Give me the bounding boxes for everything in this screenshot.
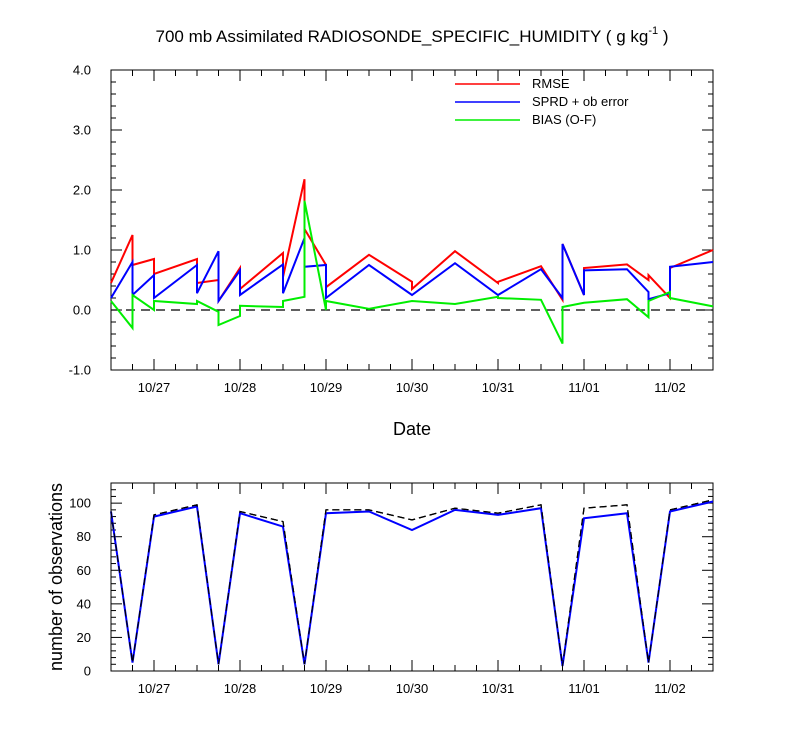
- y-tick-label: 80: [77, 529, 91, 544]
- legend: RMSE SPRD + ob error BIAS (O-F): [455, 76, 629, 127]
- y-tick-label: 40: [77, 596, 91, 611]
- x-tick-label: 10/28: [224, 380, 257, 395]
- y-axis-label-observations: number of observations: [46, 483, 66, 671]
- legend-label-rmse: RMSE: [532, 76, 570, 91]
- legend-label-bias: BIAS (O-F): [532, 112, 596, 127]
- observations-possible-line-overlay: [110, 499, 714, 667]
- x-tick-label: 11/01: [568, 380, 600, 395]
- x-tick-label: 11/02: [654, 681, 686, 696]
- x-tick-label: 11/02: [654, 380, 686, 395]
- bottom-plot-frame: [110, 482, 714, 672]
- chart-title: 700 mb Assimilated RADIOSONDE_SPECIFIC_H…: [156, 25, 669, 46]
- top-axes: 10/27 10/28 10/29 10/30 10/31 11/01 11/02 -1.0 0…: [69, 63, 714, 395]
- y-tick-label: 3.0: [73, 123, 91, 138]
- y-tick-label: 100: [69, 496, 91, 511]
- observations-possible-line: [110, 499, 714, 667]
- legend-label-sprd: SPRD + ob error: [532, 94, 629, 109]
- y-tick-label: -1.0: [69, 363, 91, 378]
- x-tick-label: 10/31: [482, 380, 515, 395]
- y-tick-label: 2.0: [73, 183, 91, 198]
- x-axis-label: Date: [393, 419, 431, 439]
- y-tick-label: 20: [77, 630, 91, 645]
- x-tick-label: 10/30: [396, 380, 429, 395]
- y-tick-label: 60: [77, 563, 91, 578]
- top-plot-frame: [110, 69, 714, 371]
- x-tick-label: 10/27: [138, 681, 171, 696]
- bias-line: [110, 200, 714, 345]
- bottom-axes: 10/27 10/28 10/29 10/30 10/31 11/01 11/02 0 20 40…: [69, 482, 714, 696]
- y-tick-label: 4.0: [73, 63, 91, 78]
- x-tick-label: 10/30: [396, 681, 429, 696]
- x-tick-label: 10/29: [310, 380, 343, 395]
- observations-used-line: [110, 500, 714, 667]
- bottom-series-group: [110, 499, 714, 667]
- x-tick-label: 10/27: [138, 380, 171, 395]
- x-tick-label: 10/31: [482, 681, 515, 696]
- y-tick-label: 0: [84, 664, 91, 679]
- top-series-group: [110, 178, 714, 345]
- sprd-line: [110, 237, 714, 305]
- x-tick-label: 11/01: [568, 681, 600, 696]
- y-tick-label: 1.0: [73, 243, 91, 258]
- x-tick-label: 10/28: [224, 681, 257, 696]
- x-tick-label: 10/29: [310, 681, 343, 696]
- y-tick-label: 0.0: [73, 303, 91, 318]
